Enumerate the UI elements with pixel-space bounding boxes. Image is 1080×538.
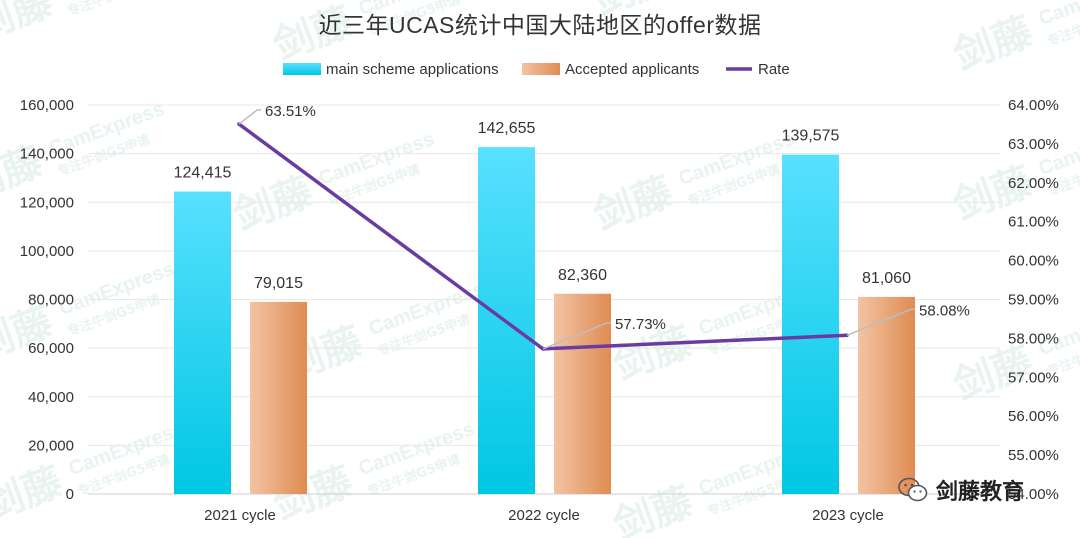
bar-main-scheme-label: 124,415 [174,165,232,182]
rate-leader-line [238,109,261,125]
y-right-tick-label: 60.00% [1008,253,1059,270]
y-right-tick-label: 55.00% [1008,447,1059,464]
y-right-tick-label: 62.00% [1008,175,1059,192]
x-tick-label: 2021 cycle [204,507,276,524]
y-left-tick-label: 120,000 [20,194,74,211]
rate-data-label: 63.51% [265,103,316,120]
legend-swatch-accepted [522,63,560,75]
rate-data-label: 57.73% [615,316,666,333]
y-left-tick-label: 100,000 [20,243,74,260]
y-right-tick-label: 61.00% [1008,214,1059,231]
legend-swatch-main [283,63,321,75]
bar-main-scheme [174,191,231,494]
y-left-tick-label: 20,000 [28,437,74,454]
y-left-tick-label: 140,000 [20,146,74,163]
bar-accepted [858,296,915,494]
y-left-tick-label: 160,000 [20,97,74,114]
y-left-tick-label: 40,000 [28,389,74,406]
legend-label-rate: Rate [758,61,790,78]
bar-accepted-label: 82,360 [558,267,607,284]
y-right-tick-label: 58.00% [1008,330,1059,347]
y-right-tick-label: 56.00% [1008,408,1059,425]
brand-badge-text: 剑藤教育 [936,479,1025,504]
bar-main-scheme-label: 139,575 [782,128,840,145]
legend-label-accepted: Accepted applicants [565,61,699,78]
chart-title: 近三年UCAS统计中国大陆地区的offer数据 [318,12,762,38]
bar-accepted [554,293,611,494]
y-right-tick-label: 64.00% [1008,97,1059,114]
legend-label-main: main scheme applications [326,61,499,78]
y-left-tick-label: 60,000 [28,340,74,357]
y-left-tick-label: 0 [66,486,74,503]
y-left-tick-label: 80,000 [28,292,74,309]
y-right-tick-label: 57.00% [1008,369,1059,386]
bar-main-scheme-label: 142,655 [478,120,536,137]
bar-accepted-label: 79,015 [254,275,303,292]
rate-line [237,122,848,351]
rate-leader-line [542,322,611,350]
y-right-tick-label: 54.00% [1008,486,1059,503]
wechat-icon [898,477,928,503]
x-tick-label: 2023 cycle [812,507,884,524]
brand-badge: 剑藤教育 [898,474,1024,506]
y-right-tick-label: 59.00% [1008,292,1059,309]
rate-leader-line [846,308,915,336]
x-tick-label: 2022 cycle [508,507,580,524]
bar-accepted-label: 81,060 [862,270,911,287]
rate-data-label: 58.08% [919,302,970,319]
bar-accepted [250,301,307,494]
bar-main-scheme [782,154,839,495]
y-right-tick-label: 63.00% [1008,136,1059,153]
